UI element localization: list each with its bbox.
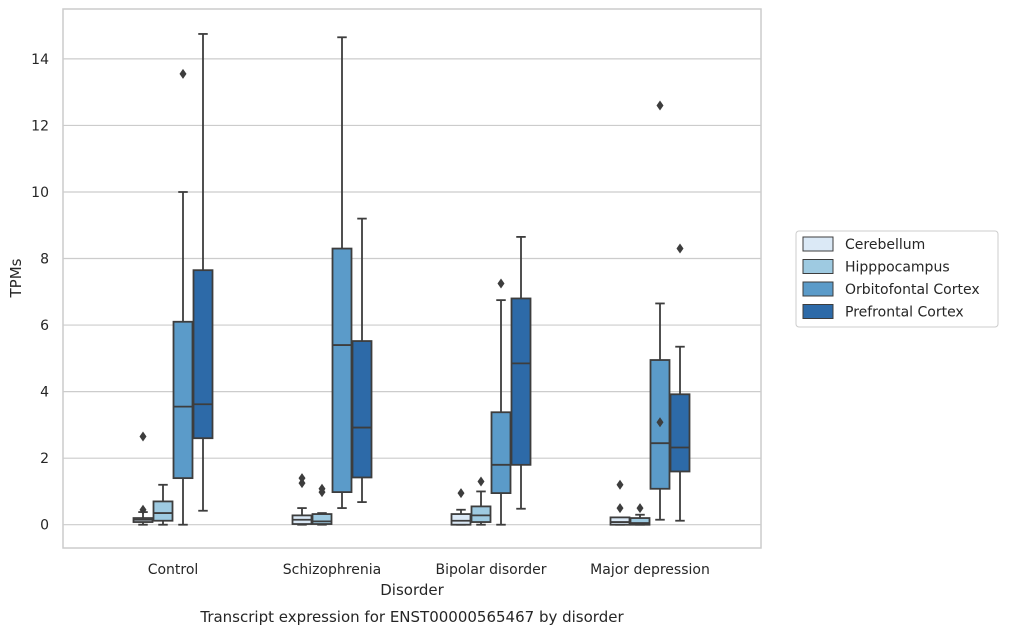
- box-1-1: [311, 483, 333, 526]
- x-tick-label: Bipolar disorder: [435, 562, 546, 578]
- box-body: [152, 500, 174, 522]
- y-tick-label: 4: [40, 385, 49, 401]
- x-axis-label: Disorder: [380, 581, 444, 599]
- y-axis-label: TPMs: [7, 258, 25, 298]
- legend-swatch: [802, 236, 834, 252]
- box-1-3: [629, 503, 651, 526]
- outlier-point: [636, 503, 644, 514]
- y-axis-ticks: 0 2 4 6 8 10 12 14: [31, 52, 49, 534]
- legend-label: Orbitofontal Cortex: [845, 282, 980, 298]
- legend: Cerebellum Hipppocampus Orbitofontal Corte…: [795, 230, 999, 328]
- outlier-point: [298, 473, 306, 484]
- outlier-point: [477, 476, 485, 487]
- box-1-0: [152, 483, 174, 526]
- box-body: [490, 411, 512, 495]
- box-marks: [132, 33, 691, 526]
- outlier-point: [616, 503, 624, 514]
- legend-label: Prefrontal Cortex: [845, 305, 964, 321]
- legend-label: Hipppocampus: [845, 260, 950, 276]
- legend-label: Cerebellum: [845, 237, 925, 253]
- box-body: [351, 340, 373, 479]
- box-3-2: [510, 236, 532, 510]
- box-2-0: [172, 68, 194, 526]
- x-tick-label: Control: [148, 562, 199, 578]
- chart-caption: Transcript expression for ENST0000056546…: [199, 608, 624, 626]
- box-0-2: [450, 488, 472, 526]
- box-body: [172, 320, 194, 480]
- box-3-0: [192, 33, 214, 512]
- box-3-3: [669, 243, 691, 522]
- y-tick-label: 6: [40, 318, 49, 334]
- box-body: [629, 517, 651, 526]
- box-body: [470, 505, 492, 523]
- y-tick-label: 0: [40, 518, 49, 534]
- box-3-1: [351, 217, 373, 503]
- y-tick-label: 8: [40, 252, 49, 268]
- box-0-1: [291, 473, 313, 526]
- box-0-0: [132, 431, 154, 526]
- box-body: [450, 513, 472, 526]
- y-tick-label: 14: [31, 52, 49, 68]
- outlier-point: [318, 483, 326, 494]
- box-body: [331, 247, 353, 494]
- outlier-point: [656, 100, 664, 111]
- outlier-point: [676, 243, 684, 254]
- y-tick-label: 10: [31, 185, 49, 201]
- box-2-2: [490, 278, 512, 526]
- outlier-point: [139, 504, 147, 515]
- box-body: [192, 269, 214, 440]
- plot-frame: [62, 8, 762, 549]
- legend-swatch: [802, 281, 834, 297]
- x-axis-ticks: Control Schizophrenia Bipolar disorder Majo…: [148, 562, 710, 578]
- y-tick-label: 12: [31, 118, 49, 134]
- legend-swatch: [802, 259, 834, 274]
- outlier-point: [616, 479, 624, 490]
- box-body: [510, 297, 532, 466]
- box-body: [609, 516, 631, 526]
- legend-swatch: [802, 304, 834, 319]
- box-2-3: [649, 100, 671, 521]
- box-2-1: [331, 36, 353, 509]
- y-tick-label: 2: [40, 451, 49, 467]
- outlier-point: [457, 488, 465, 499]
- x-tick-label: Schizophrenia: [283, 562, 381, 578]
- outlier-point: [656, 417, 664, 428]
- legend-frame: [795, 230, 999, 328]
- outlier-point: [139, 431, 147, 442]
- box-1-2: [470, 476, 492, 526]
- box-0-3: [609, 479, 631, 526]
- box-body: [669, 393, 691, 473]
- box-body: [311, 513, 333, 525]
- outlier-point: [179, 68, 187, 79]
- outlier-point: [497, 278, 505, 289]
- x-tick-label: Major depression: [590, 562, 710, 578]
